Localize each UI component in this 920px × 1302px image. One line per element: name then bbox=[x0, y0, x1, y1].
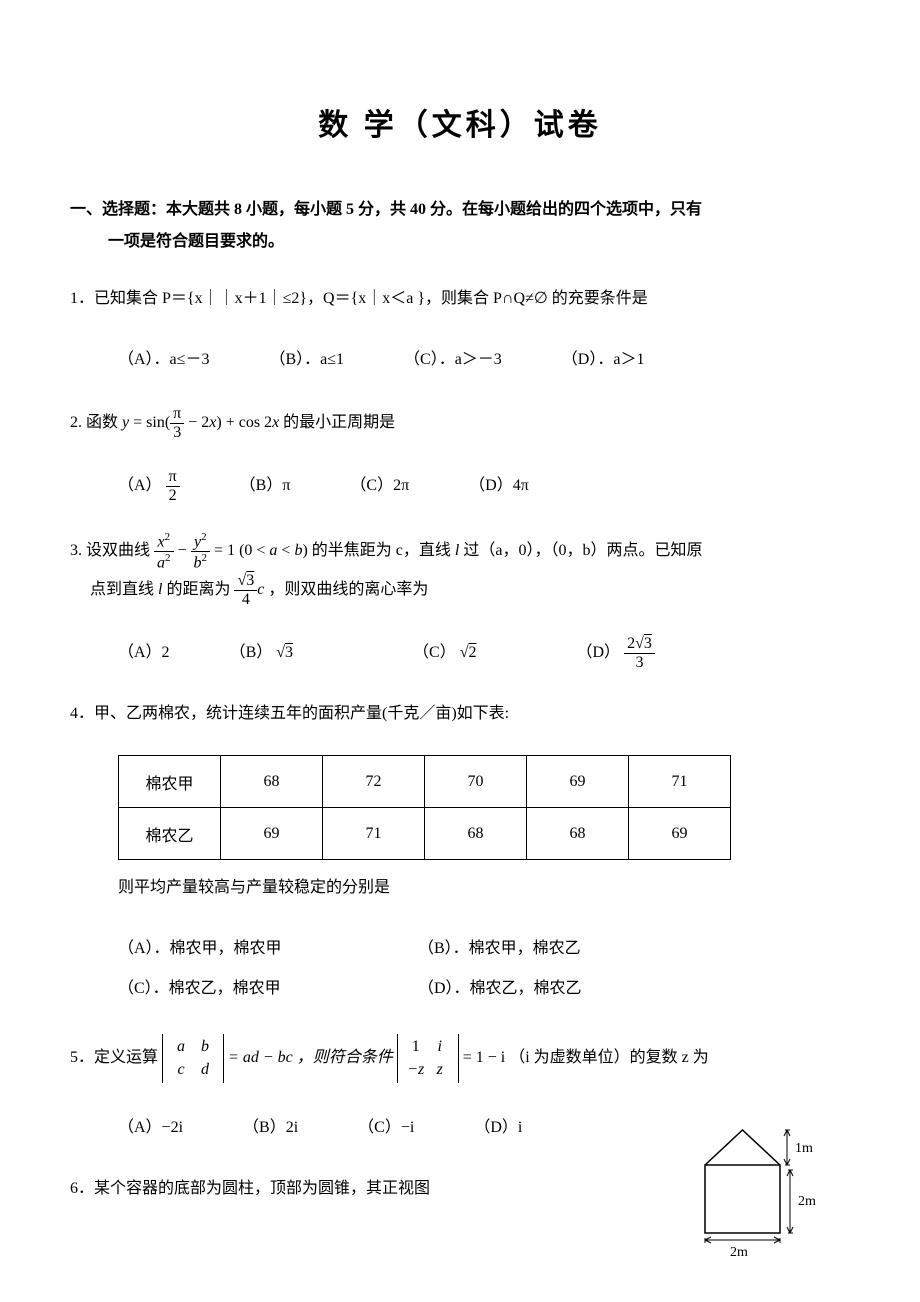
table-cell: 68 bbox=[527, 808, 629, 860]
q1-option-b: （B）．a≤1 bbox=[269, 340, 344, 380]
q3-option-c: （C） √2 bbox=[413, 633, 476, 673]
q2-text-post: 的最小正周期是 bbox=[283, 414, 395, 431]
q5-option-d: （D）i bbox=[474, 1108, 522, 1148]
table-cell: 68 bbox=[221, 756, 323, 808]
q2-text-pre: 2. 函数 bbox=[70, 414, 122, 431]
q3-line1-end: 过（a，0），（0，b）两点。已知原 bbox=[463, 542, 702, 559]
q4-option-d: （D）．棉农乙，棉农乙 bbox=[418, 969, 718, 1009]
table-row: 棉农乙 69 71 68 68 69 bbox=[119, 808, 731, 860]
question-2: 2. 函数 y = sin(π3 − 2x) + cos 2x 的最小正周期是 bbox=[70, 405, 850, 441]
q1-option-a: （A）．a≤－3 bbox=[118, 340, 209, 380]
q3-b-label: （B） bbox=[230, 644, 273, 661]
table-cell: 棉农乙 bbox=[119, 808, 221, 860]
q3-line2-end: ，则双曲线的离心率为 bbox=[268, 581, 428, 598]
q3-d-label: （D） bbox=[577, 644, 621, 661]
q5-mid2: = 1 − i （i 为虚数单位）的复数 z 为 bbox=[463, 1049, 709, 1066]
section-1-line-1: 一、选择题：本大题共 8 小题，每小题 5 分，共 40 分。在每小题给出的四个… bbox=[70, 201, 702, 218]
table-cell: 69 bbox=[221, 808, 323, 860]
q5-pre: 5．定义运算 bbox=[70, 1049, 158, 1066]
q5-option-a: （A）−2i bbox=[118, 1108, 183, 1148]
q3-distance: √34 bbox=[234, 572, 257, 608]
question-4-options: （A）．棉农甲，棉农甲 （B）．棉农甲，棉农乙 （C）．棉农乙，棉农甲 （D）．… bbox=[70, 929, 850, 1009]
q2-option-a: （A） π2 bbox=[118, 466, 180, 506]
q3-option-d: （D） 2√33 bbox=[577, 633, 655, 673]
q4-option-b: （B）．棉农甲，棉农乙 bbox=[418, 929, 718, 969]
q2-option-d: （D）4π bbox=[469, 466, 529, 506]
table-cell: 72 bbox=[323, 756, 425, 808]
section-1-header: 一、选择题：本大题共 8 小题，每小题 5 分，共 40 分。在每小题给出的四个… bbox=[70, 194, 850, 258]
q5-option-b: （B）2i bbox=[243, 1108, 298, 1148]
q1-option-d: （D）．a＞1 bbox=[562, 340, 645, 380]
q3-line2-pre: 点到直线 bbox=[70, 581, 154, 598]
q2-option-b: （B）π bbox=[240, 466, 291, 506]
table-cell: 71 bbox=[323, 808, 425, 860]
question-4: 4．甲、乙两棉农，统计连续五年的面积产量(千克／亩)如下表: bbox=[70, 698, 850, 730]
q3-hyperbola: x2a2 − y2b2 = 1 (0 < a < b) bbox=[154, 542, 312, 559]
q4-option-a: （A）．棉农甲，棉农甲 bbox=[118, 929, 418, 969]
q6-diagram: 1m 2m 2m bbox=[690, 1120, 850, 1265]
section-1-line-2: 一项是符合题目要求的。 bbox=[70, 226, 850, 258]
q2-option-c: （C）2π bbox=[350, 466, 409, 506]
q3-line2-mid: 的距离为 bbox=[166, 581, 230, 598]
question-2-options: （A） π2 （B）π （C）2π （D）4π bbox=[70, 466, 850, 506]
table-cell: 70 bbox=[425, 756, 527, 808]
question-1: 1．已知集合 P＝{x｜｜x＋1｜≤2}，Q＝{x｜x＜a }，则集合 P∩Q≠… bbox=[70, 283, 850, 315]
table-cell: 棉农甲 bbox=[119, 756, 221, 808]
table-row: 棉农甲 68 72 70 69 71 bbox=[119, 756, 731, 808]
q2-a-label: （A） bbox=[118, 477, 162, 494]
q3-line1-pre: 3. 设双曲线 bbox=[70, 542, 154, 559]
table-cell: 69 bbox=[629, 808, 731, 860]
dim-2m-bottom: 2m bbox=[730, 1245, 748, 1260]
q4-table: 棉农甲 68 72 70 69 71 棉农乙 69 71 68 68 69 bbox=[118, 755, 731, 860]
question-5: 5．定义运算 ab cd = ad − bc ，则符合条件 1i −zz = 1… bbox=[70, 1034, 850, 1083]
q3-option-a: （A）2 bbox=[118, 633, 170, 673]
q4-option-c: （C）．棉农乙，棉农甲 bbox=[118, 969, 418, 1009]
question-1-options: （A）．a≤－3 （B）．a≤1 （C）．a＞－3 （D）．a＞1 bbox=[70, 340, 850, 380]
q3-option-b: （B） √3 bbox=[230, 633, 293, 673]
q1-option-c: （C）．a＞－3 bbox=[404, 340, 502, 380]
dim-1m: 1m bbox=[795, 1141, 813, 1156]
exam-title: 数 学（文科）试卷 bbox=[70, 100, 850, 144]
table-cell: 71 bbox=[629, 756, 731, 808]
table-cell: 68 bbox=[425, 808, 527, 860]
q3-c-label: （C） bbox=[413, 644, 456, 661]
dim-2m-side: 2m bbox=[798, 1194, 816, 1209]
q2-formula: y = sin(π3 − 2x) + cos 2x bbox=[122, 414, 279, 431]
table-cell: 69 bbox=[527, 756, 629, 808]
q5-det1: ab cd bbox=[162, 1034, 224, 1083]
q5-det2: 1i −zz bbox=[397, 1034, 459, 1083]
question-3-options: （A）2 （B） √3 （C） √2 （D） 2√33 bbox=[70, 633, 850, 673]
q3-line1-mid: 的半焦距为 c，直线 bbox=[312, 542, 451, 559]
q5-mid1: = ad − bc ，则符合条件 bbox=[228, 1049, 397, 1066]
q4-prompt: 则平均产量较高与产量较稳定的分别是 bbox=[70, 872, 850, 904]
question-3: 3. 设双曲线 x2a2 − y2b2 = 1 (0 < a < b) 的半焦距… bbox=[70, 531, 850, 608]
q5-option-c: （C）−i bbox=[358, 1108, 414, 1148]
container-front-view-icon: 1m 2m 2m bbox=[690, 1120, 850, 1260]
